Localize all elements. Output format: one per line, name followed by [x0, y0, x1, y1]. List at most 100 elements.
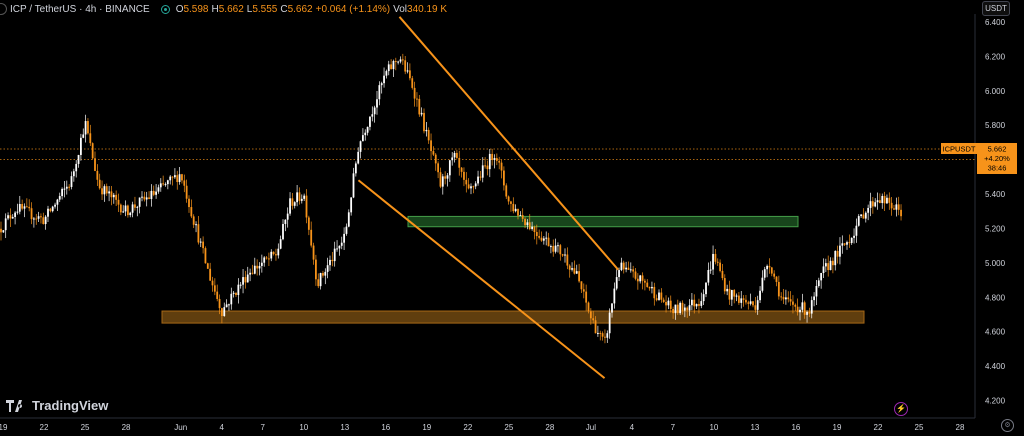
y-tick-label: 6.400: [985, 18, 1006, 27]
candle-body: [592, 318, 595, 321]
low-value: 5.555: [252, 3, 278, 15]
candle-body: [869, 201, 872, 208]
price-tag-symbol: ICPUSDT: [943, 145, 976, 154]
candle-body: [453, 152, 456, 158]
candle-body: [777, 281, 780, 297]
candle-body: [792, 301, 794, 305]
candle-body: [94, 158, 96, 171]
candle-body: [702, 294, 705, 302]
candle-body: [181, 174, 183, 181]
candle-body: [129, 212, 132, 216]
x-tick-label: Jul: [586, 423, 596, 432]
candle-body: [444, 176, 447, 179]
candle-body: [277, 248, 280, 256]
candle-body: [350, 197, 353, 213]
candle-body: [399, 59, 402, 62]
candle-body: [150, 190, 153, 200]
candle-body: [712, 253, 714, 270]
time-axis[interactable]: 19 22 25 28 Jun 4 7 10 13 16 19 22 25 28 Jul 4 7 10 13 16 19…: [0, 423, 965, 432]
candle-body: [124, 205, 127, 212]
candle-body: [857, 216, 860, 226]
candle-body: [679, 302, 682, 314]
candle-body: [119, 204, 122, 213]
candle-body: [742, 298, 745, 300]
candle-body: [272, 251, 275, 255]
candle-body: [763, 269, 766, 278]
candle-body: [611, 303, 613, 313]
ohlc-close: C5.662: [280, 4, 312, 15]
x-tick-label: 13: [750, 423, 759, 432]
candle-body: [369, 116, 371, 127]
candle-body: [512, 203, 515, 212]
x-tick-label: 22: [463, 423, 472, 432]
candle-body: [416, 98, 418, 100]
candle-body: [322, 273, 324, 276]
candle-body: [383, 75, 385, 84]
candle-body: [213, 285, 216, 292]
x-tick-label: 19: [833, 423, 842, 432]
candle-body: [80, 137, 82, 155]
candle-body: [500, 162, 503, 171]
candle-body: [676, 304, 679, 314]
candle-body: [275, 254, 277, 256]
candle-body: [35, 218, 38, 220]
candle-body: [49, 208, 52, 212]
candle-body: [176, 175, 179, 183]
candle-body: [820, 273, 823, 281]
candle-body: [209, 268, 212, 281]
candle-body: [460, 167, 463, 172]
candle-body: [72, 171, 75, 177]
high-value: 5.662: [218, 3, 244, 15]
candle-body: [606, 333, 609, 338]
candle-body: [441, 176, 444, 187]
candle-body: [230, 293, 233, 305]
currency-button[interactable]: USDT: [982, 1, 1010, 16]
candle-body: [594, 320, 597, 334]
settings-gear-icon[interactable]: ⚙: [1001, 419, 1014, 432]
candle-body: [639, 275, 642, 282]
candle-body: [317, 279, 320, 287]
candle-body: [503, 170, 505, 186]
candle-body: [338, 245, 341, 249]
candle-body: [25, 206, 28, 208]
candle-body: [331, 259, 334, 262]
candle-body: [810, 300, 813, 314]
candle-body: [632, 269, 635, 272]
candle-body: [538, 236, 541, 238]
candle-body: [545, 237, 548, 239]
candle-body: [345, 226, 348, 234]
candle-body: [879, 200, 881, 204]
candle-body: [286, 213, 289, 220]
candle-body: [263, 257, 266, 263]
candle-body: [730, 290, 733, 300]
trendline-lower[interactable]: [357, 179, 606, 379]
symbol-title[interactable]: ICP / TetherUS · 4h · BINANCE: [10, 3, 150, 15]
trendline-upper[interactable]: [398, 16, 619, 271]
candle-body: [463, 171, 465, 180]
candle-body: [89, 133, 92, 144]
candle-body: [472, 186, 475, 188]
candle-body: [604, 336, 606, 338]
candle-body: [759, 290, 761, 301]
price-tag-symbol-bg: [941, 143, 977, 154]
candle-body: [571, 268, 573, 270]
candle-body: [519, 215, 522, 217]
candle-body: [362, 135, 364, 142]
candle-body: [782, 297, 785, 300]
candle-body: [458, 157, 461, 168]
tradingview-logo[interactable]: TradingView: [6, 398, 108, 413]
candle-body: [434, 154, 437, 164]
candle-body: [834, 250, 837, 266]
candle-body: [127, 205, 129, 216]
candle-body: [634, 271, 637, 279]
candle-body: [554, 245, 557, 252]
candle-body: [486, 165, 489, 170]
lightning-icon[interactable]: ⚡: [894, 402, 908, 416]
candle-body: [728, 288, 731, 300]
candle-body: [96, 170, 99, 180]
candle-body: [112, 194, 115, 198]
candle-body: [517, 208, 519, 216]
candle-body: [324, 271, 327, 276]
candle-body: [439, 172, 442, 187]
